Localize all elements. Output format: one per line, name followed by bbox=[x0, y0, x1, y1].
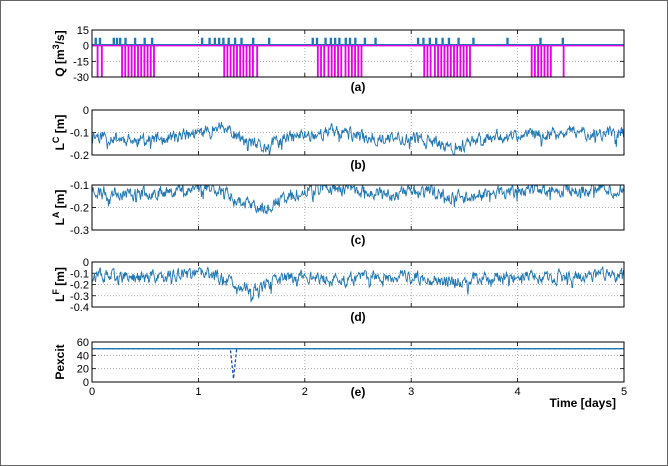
axes-box bbox=[91, 261, 625, 308]
panel-label: (c) bbox=[351, 233, 366, 247]
y-axis-label-rest: [m] bbox=[53, 267, 67, 289]
y-axis-label: LF [m] bbox=[51, 267, 67, 302]
y-tick-label: -0.2 bbox=[70, 280, 89, 292]
series-line-a-0 bbox=[92, 37, 624, 46]
y-tick-label: -0.4 bbox=[70, 302, 89, 314]
series-line-b-0 bbox=[92, 121, 624, 155]
x-tick-label: 4 bbox=[515, 386, 521, 398]
panel-c: -0.1 -0.2 -0.3LA [m] (c) bbox=[51, 180, 625, 247]
y-axis-label: LA [m] bbox=[51, 190, 67, 226]
y-tick-label: -0.1 bbox=[70, 268, 89, 280]
y-tick-label: -0.3 bbox=[70, 291, 89, 303]
series-group bbox=[92, 185, 624, 215]
y-axis-label-sup: C bbox=[51, 136, 61, 143]
y-axis-label-rest: [m] bbox=[53, 190, 67, 212]
y-axis-label-base: L bbox=[53, 143, 67, 150]
y-tick-label: 20 bbox=[77, 364, 89, 376]
x-tick-label: 2 bbox=[302, 386, 308, 398]
panel-label: (d) bbox=[350, 310, 365, 324]
y-axis-label-base: Q [m bbox=[53, 49, 67, 76]
series-line-a-1 bbox=[92, 45, 624, 77]
y-axis-label-base: L bbox=[53, 295, 67, 302]
axes-box bbox=[91, 29, 625, 78]
x-tick-label: 3 bbox=[408, 386, 414, 398]
x-axis-label: Time [days] bbox=[550, 396, 616, 410]
axes-box bbox=[91, 341, 625, 383]
series-group bbox=[92, 121, 624, 155]
series-group bbox=[92, 266, 624, 304]
y-axis-label: Q [m3/s] bbox=[51, 30, 67, 76]
axes-box bbox=[91, 109, 625, 156]
y-tick-label: 60 bbox=[77, 337, 89, 349]
y-tick-label: -0.1 bbox=[70, 180, 89, 192]
panel-label: (e) bbox=[351, 385, 366, 399]
y-tick-label: 0 bbox=[83, 377, 89, 389]
y-tick-label: -15 bbox=[73, 56, 89, 68]
y-axis-label-base: L bbox=[53, 218, 67, 225]
y-tick-label: -0.3 bbox=[70, 225, 89, 237]
y-tick-label: 0 bbox=[83, 257, 89, 269]
y-axis-label: LC [m] bbox=[51, 115, 67, 151]
y-tick-label: -30 bbox=[73, 72, 89, 84]
panel-b: 0 -0.1 -0.2LC [m] (b) bbox=[51, 105, 625, 172]
y-axis-label: Pexcit bbox=[53, 344, 67, 379]
panel-label: (a) bbox=[351, 80, 366, 94]
series-group bbox=[92, 37, 624, 77]
panel-d: 0-0.1-0.2-0.3-0.4LF [m] (d) bbox=[51, 257, 625, 324]
y-tick-label: -0.2 bbox=[70, 150, 89, 162]
x-tick-label: 0 bbox=[89, 386, 95, 398]
series-line-c-0 bbox=[92, 185, 624, 215]
y-axis-label-sup: 3 bbox=[51, 44, 61, 49]
panel-label: (b) bbox=[350, 158, 365, 172]
y-tick-label: 40 bbox=[77, 350, 89, 362]
y-tick-label: 0 bbox=[83, 105, 89, 117]
y-tick-label: -0.1 bbox=[70, 128, 89, 140]
y-tick-label: -0.2 bbox=[70, 203, 89, 215]
y-axis-label-sup: F bbox=[51, 289, 61, 295]
x-tick-label: 1 bbox=[195, 386, 201, 398]
y-axis-label-rest: /s] bbox=[53, 30, 67, 44]
y-axis-label-sup: A bbox=[51, 211, 61, 218]
y-tick-label: 0 bbox=[83, 41, 89, 53]
x-tick-label: 5 bbox=[621, 386, 627, 398]
y-axis-label-rest: [m] bbox=[53, 115, 67, 137]
y-tick-label: 15 bbox=[77, 25, 89, 37]
y-axis-label-base: Pexcit bbox=[53, 344, 67, 379]
series-line-d-0 bbox=[92, 266, 624, 304]
axes-box bbox=[91, 184, 625, 231]
panel-a: 15 0 -15 -30 Q [m3/s] (a) bbox=[51, 25, 625, 94]
series-group bbox=[92, 348, 624, 379]
